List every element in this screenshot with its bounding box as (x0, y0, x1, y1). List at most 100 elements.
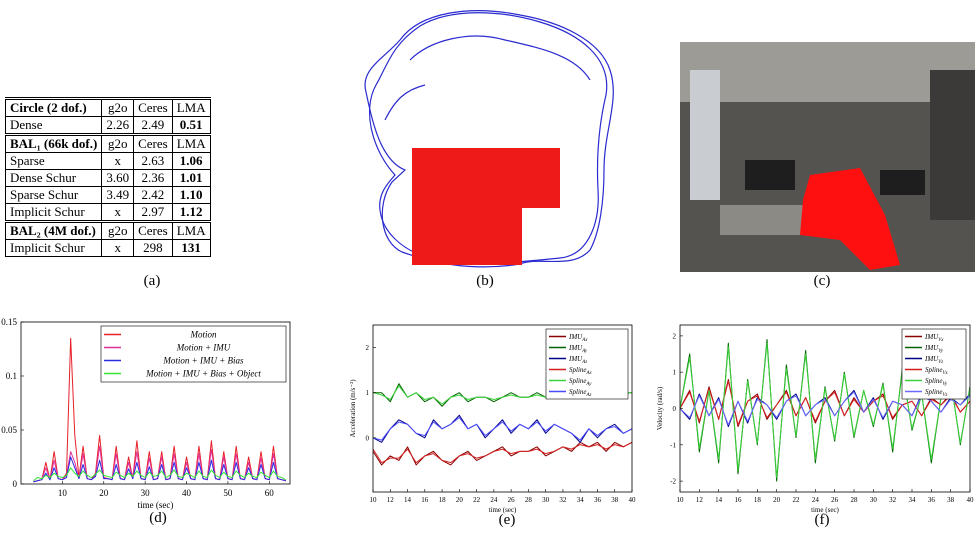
legend-subscript: Ay (586, 382, 593, 387)
data-line (373, 441, 632, 464)
table-cell: 131 (171, 239, 211, 257)
legend-subscript: Vz (938, 360, 943, 365)
x-tick-label: 16 (735, 496, 743, 504)
plot-area (373, 383, 632, 466)
legend-entry: Motion (190, 330, 217, 340)
y-tick-label: 0 (673, 405, 677, 413)
y-axis-label: Velocity (rad/s) (656, 386, 664, 430)
legend-name: Spline (569, 377, 587, 385)
caption: (f) (815, 512, 830, 528)
legend-name: IMU (924, 355, 939, 363)
x-tick-label: 36 (928, 496, 936, 504)
caption: (d) (149, 510, 167, 526)
legend-entry: SplineAx (569, 366, 592, 376)
legend-entry: SplineAz (569, 388, 591, 398)
window (690, 70, 720, 200)
legend-entry: Motion + IMU + Bias + Object (145, 369, 261, 379)
legend-box (100, 325, 287, 383)
table-row: Sparse x 2.63 1.06 (4, 152, 211, 170)
legend-name: Spline (569, 366, 587, 374)
y-tick-label: 0 (366, 434, 370, 442)
monitor (745, 160, 795, 190)
table-cell: Circle (2 dof.) (4, 97, 103, 117)
results-table: Circle (2 dof.) g2o Ceres LMA Dense 2.26 2.49 0… (4, 97, 211, 257)
monitor (880, 170, 925, 195)
x-tick-label: 36 (594, 496, 602, 504)
x-tick-label: 20 (456, 496, 464, 504)
legend-subscript: Ax (581, 338, 588, 343)
x-tick-label: 32 (889, 496, 897, 504)
legend-name: IMU (568, 355, 583, 363)
legend-subscript: Vy (938, 349, 944, 354)
legend-subscript: Az (586, 393, 592, 398)
legend-name: IMU (924, 333, 939, 341)
table-cell: Implicit Schur (4, 203, 103, 222)
x-tick-label: 20 (99, 488, 109, 498)
data-line (680, 380, 970, 426)
legend-entry: SplineVy (925, 377, 948, 387)
y-tick-label: 0 (13, 479, 18, 489)
x-tick-label: 18 (754, 496, 762, 504)
data-line (373, 417, 632, 441)
y-tick-label: 1 (673, 369, 677, 377)
plot-area (33, 337, 287, 483)
x-tick-label: 10 (677, 496, 685, 504)
point-cloud-overlay (800, 168, 900, 270)
header-row: BAL₁ (66k dof.) g2o Ceres LMA (4, 133, 211, 153)
y-tick-label: 2 (673, 332, 677, 340)
point-cloud (412, 148, 560, 265)
x-tick-label: 10 (58, 488, 68, 498)
legend-entry: IMUVy (924, 344, 944, 354)
caption: (c) (814, 273, 831, 289)
x-tick-label: 40 (629, 496, 637, 504)
x-tick-label: 50 (223, 488, 233, 498)
table-cell: Dense Schur (4, 169, 103, 187)
x-tick-label: 40 (967, 496, 975, 504)
x-tick-label: 18 (439, 496, 447, 504)
y-tick-label: -1 (670, 441, 676, 449)
x-tick-label: 34 (577, 496, 585, 504)
legend-name: Spline (925, 377, 943, 385)
x-tick-label: 26 (508, 496, 516, 504)
table-cell: 1.06 (171, 152, 211, 170)
legend-subscript: Vx (938, 338, 944, 343)
legend-subscript: Vx (943, 371, 949, 376)
table-cell: LMA (171, 220, 211, 240)
data-line (33, 467, 287, 482)
y-tick-label: 0.1 (6, 371, 17, 381)
header-row: Circle (2 dof.) g2o Ceres LMA (4, 97, 211, 117)
legend-subscript: Vz (943, 393, 948, 398)
legend-name: Spline (925, 388, 943, 396)
x-tick-label: 24 (812, 496, 820, 504)
table-cell: x (101, 239, 135, 257)
legend-name: Spline (569, 388, 587, 396)
legend-name: Motion + IMU + Bias (162, 356, 244, 366)
legend-name: Motion (190, 330, 217, 340)
legend-subscript: Ay (581, 349, 588, 354)
legend-entry: IMUAy (568, 344, 588, 354)
shelf (930, 70, 975, 220)
x-tick-label: 12 (696, 496, 704, 504)
legend-entry: SplineAy (569, 377, 592, 387)
caption: (b) (476, 273, 494, 289)
table-cell: x (101, 152, 135, 170)
x-tick-label: 20 (773, 496, 781, 504)
legend-entry: IMUAx (568, 333, 588, 343)
photo-panel (680, 42, 975, 272)
table-row: Implicit Schur x 298 131 (4, 239, 211, 257)
legend-subscript: Ax (586, 371, 593, 376)
x-tick-label: 14 (404, 496, 412, 504)
table-cell: Sparse (4, 152, 103, 170)
y-tick-label: 0.05 (1, 425, 17, 435)
legend-name: IMU (568, 333, 583, 341)
table-cell: Implicit Schur (4, 239, 103, 257)
x-tick-label: 22 (793, 496, 801, 504)
table-cell: BAL₂ (4M dof.) (4, 220, 103, 240)
legend-subscript: Az (581, 360, 587, 365)
caption: (e) (499, 512, 516, 528)
ceiling (680, 42, 975, 102)
x-tick-label: 30 (542, 496, 550, 504)
y-tick-label: -2 (670, 478, 676, 486)
